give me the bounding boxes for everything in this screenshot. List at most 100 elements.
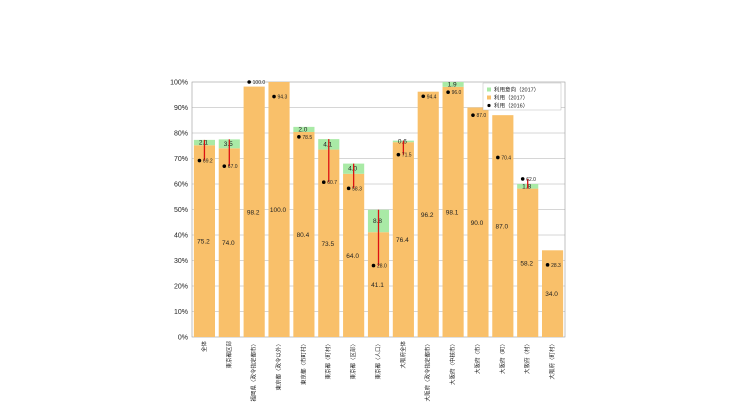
category-label: 大阪府〈町村〉: [548, 341, 556, 380]
prev-year-value-label: 78.5: [302, 135, 312, 141]
usage-value-label: 80.4: [297, 232, 310, 239]
prev-year-value-label: 28.0: [377, 264, 387, 270]
legend-swatch: [487, 95, 491, 100]
legend-entry: 利用意向（2017）: [494, 86, 539, 94]
intent-value-label: 1.9: [448, 81, 457, 88]
y-tick-label: 0%: [178, 335, 188, 342]
category-label: 大阪府〈市〉: [473, 341, 481, 374]
category-label: 東京都〈政令以外〉: [274, 341, 282, 391]
usage-bar: [517, 188, 539, 337]
prev-year-marker: [520, 177, 525, 181]
prev-year-marker: [421, 94, 426, 99]
usage-bar: [343, 173, 365, 337]
category-label: 東京都〈人口〉: [374, 341, 382, 380]
markers: 69.2 67.0 100.0 94.3 78.5 60.7 58.3 28.0 71.5 94.…: [197, 80, 561, 270]
prev-year-value-label: 28.3: [551, 263, 561, 269]
usage-bar: [541, 250, 564, 337]
category-label: 全体: [200, 341, 208, 353]
usage-value-label: 34.0: [545, 291, 558, 298]
prev-year-value-label: 96.0: [452, 90, 462, 96]
usage-value-label: 87.0: [496, 224, 509, 231]
category-label: 東京都〈市町村〉: [299, 341, 307, 385]
usage-bar: [243, 86, 265, 337]
usage-value-label: 58.2: [520, 260, 533, 267]
category-label: 大阪府〈村〉: [523, 341, 531, 374]
legend-box: [482, 82, 562, 111]
usage-bar: [442, 86, 464, 337]
usage-bar: [467, 107, 489, 337]
intent-value-label: 3.5: [224, 141, 233, 148]
prev-year-marker: [471, 113, 475, 117]
intent-value-label: 2.0: [298, 126, 307, 133]
usage-bar: [193, 145, 216, 337]
x-axis: 全体 東京都区部 福岡県〈政令指定都市〉 東京都〈政令以外〉 東京都〈市町村〉 東京都〈町…: [200, 341, 556, 402]
category-label: 大阪府〈政令指定都市〉: [424, 341, 432, 402]
category-label: 東京都区部: [225, 341, 233, 369]
usage-bar: [392, 142, 414, 337]
category-label: 福岡県〈政令指定都市〉: [250, 341, 258, 402]
usage-value-label: 100.0: [270, 207, 287, 214]
usage-value-label: 98.2: [247, 209, 260, 216]
legend-marker: [487, 103, 491, 108]
prev-year-marker: [545, 263, 550, 267]
prev-year-value-label: 87.0: [476, 113, 486, 119]
prev-year-value-label: 60.7: [327, 180, 337, 186]
usage-bar: [367, 232, 390, 337]
prev-year-value-label: 71.5: [402, 153, 412, 159]
category-label: 大阪府〈町〉: [498, 341, 506, 374]
y-tick-label: 60%: [174, 182, 188, 189]
usage-value-label: 74.0: [222, 240, 235, 247]
prev-year-value-label: 94.4: [427, 94, 437, 100]
y-tick-label: 40%: [174, 233, 188, 240]
legend-swatch: [487, 87, 491, 92]
prev-year-value-label: 94.3: [278, 95, 288, 101]
intent-value-label: 2.1: [199, 140, 208, 147]
y-tick-label: 70%: [174, 156, 188, 163]
y-tick-label: 90%: [174, 105, 188, 112]
y-tick-label: 50%: [174, 207, 188, 214]
intent-value-label: 1.8: [522, 183, 531, 190]
intent-value-label: 4.1: [323, 141, 332, 148]
usage-value-label: 90.0: [471, 220, 484, 227]
prev-year-value-label: 62.0: [526, 177, 536, 183]
prev-year-marker: [321, 180, 326, 185]
usage-bar: [417, 91, 439, 337]
y-tick-label: 10%: [174, 309, 188, 316]
intent-value-label: 4.0: [348, 166, 357, 173]
usage-value-label: 96.2: [421, 212, 434, 219]
prev-year-value-label: 69.2: [203, 159, 213, 165]
prev-year-marker: [247, 80, 251, 84]
category-label: 大阪府〈中核市〉: [449, 341, 457, 385]
prev-year-marker: [446, 90, 450, 94]
prev-year-marker: [496, 155, 500, 160]
legend-entry: 利用（2016）: [494, 102, 528, 110]
usage-bar: [268, 82, 290, 337]
usage-value-label: 41.1: [371, 282, 384, 289]
prev-year-value-label: 70.4: [501, 155, 511, 161]
usage-bar: [293, 131, 315, 337]
usage-bar: [492, 115, 514, 338]
prev-year-value-label: 58.3: [352, 186, 362, 192]
intent-value-label: 0.6: [398, 138, 407, 145]
legend-entry: 利用（2017）: [494, 94, 528, 102]
usage-value-label: 64.0: [346, 253, 359, 260]
prev-year-marker: [197, 158, 202, 163]
usage-value-label: 98.1: [446, 209, 459, 216]
prev-year-marker: [346, 186, 351, 191]
y-tick-label: 80%: [174, 131, 188, 138]
bars: 2.1 75.2 3.5 74.0 98.2 100.0 2.0 80.4 4.1 73.5 4.0…: [193, 81, 564, 338]
legend: 利用意向（2017）利用（2017）利用（2016）: [482, 82, 562, 111]
intent-value-label: 8.8: [373, 218, 382, 225]
usage-bar: [218, 148, 240, 337]
prev-year-marker: [272, 94, 276, 99]
prev-year-marker: [371, 263, 376, 268]
usage-bar: [318, 149, 340, 337]
prev-year-marker: [396, 152, 401, 157]
prev-year-value-label: 100.0: [253, 80, 266, 86]
prev-year-marker: [222, 164, 227, 168]
y-tick-label: 30%: [174, 258, 188, 265]
y-tick-label: 100%: [170, 80, 188, 87]
category-label: 大阪府全体: [399, 341, 407, 369]
intent-bar: [293, 126, 315, 132]
